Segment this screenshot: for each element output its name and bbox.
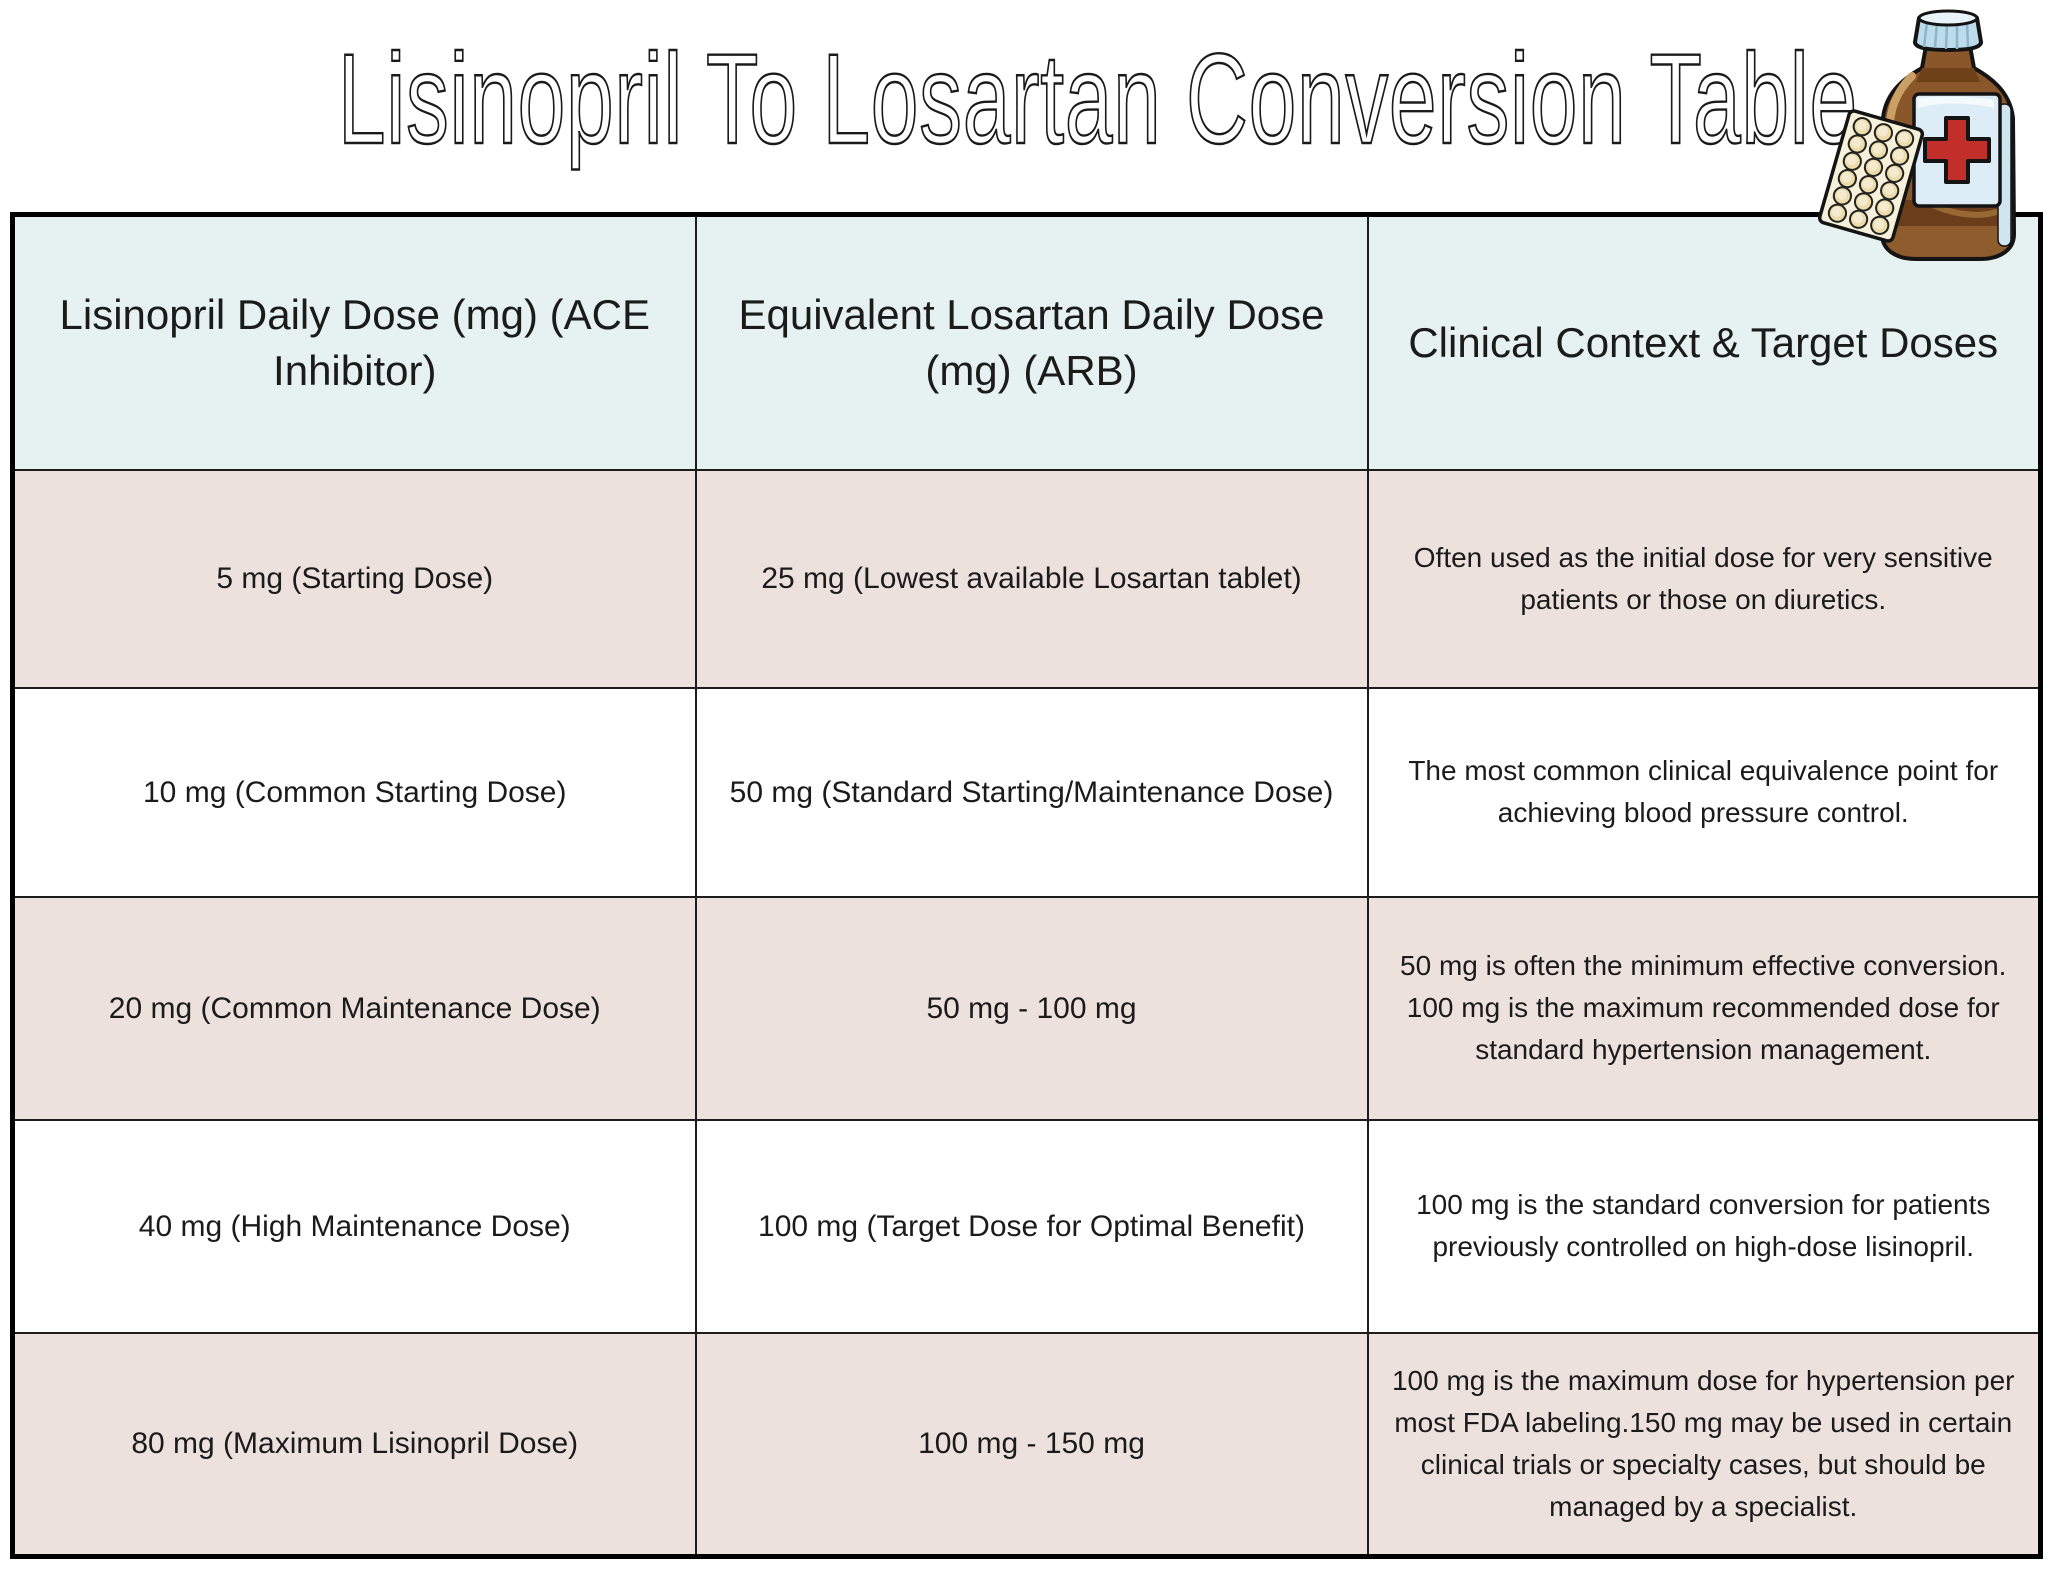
header-row: Lisinopril Daily Dose (mg) (ACE Inhibito… (11, 213, 2042, 471)
lisinopril-dose-cell: 80 mg (Maximum Lisinopril Dose) (11, 1331, 697, 1558)
table-row: 40 mg (High Maintenance Dose) 100 mg (Ta… (11, 1118, 2042, 1334)
table-row: 10 mg (Common Starting Dose) 50 mg (Stan… (11, 686, 2042, 898)
clinical-context-cell: The most common clinical equivalence poi… (1366, 686, 2042, 898)
losartan-dose-cell: 100 mg (Target Dose for Optimal Benefit) (694, 1118, 1369, 1334)
page-title: Lisinopril To Losartan Conversion Table (337, 27, 1858, 172)
clinical-context-cell: 100 mg is the maximum dose for hypertens… (1366, 1331, 2042, 1558)
red-cross-icon (1923, 116, 1991, 184)
conversion-table: Lisinopril Daily Dose (mg) (ACE Inhibito… (10, 212, 2043, 1559)
table-row: 80 mg (Maximum Lisinopril Dose) 100 mg -… (11, 1331, 2042, 1558)
losartan-dose-cell: 25 mg (Lowest available Losartan tablet) (694, 468, 1369, 689)
lisinopril-dose-cell: 5 mg (Starting Dose) (11, 468, 697, 689)
lisinopril-dose-cell: 40 mg (High Maintenance Dose) (11, 1118, 697, 1334)
bottle-cap (1913, 16, 1983, 52)
column-header-losartan-dose: Equivalent Losartan Daily Dose (mg) (ARB… (694, 213, 1369, 471)
medicine-bottle-and-pills-icon (1817, 9, 2016, 261)
clinical-context-cell: 100 mg is the standard conversion for pa… (1366, 1118, 2042, 1334)
table-header: Lisinopril Daily Dose (mg) (ACE Inhibito… (11, 213, 2042, 471)
losartan-dose-cell: 50 mg - 100 mg (694, 895, 1369, 1121)
table-body: 5 mg (Starting Dose) 25 mg (Lowest avail… (11, 468, 2042, 1558)
column-header-lisinopril-dose: Lisinopril Daily Dose (mg) (ACE Inhibito… (11, 213, 697, 471)
medicine-bottle-icon (1880, 9, 2016, 261)
table-row: 5 mg (Starting Dose) 25 mg (Lowest avail… (11, 468, 2042, 689)
pill-blister-icon (1817, 109, 1925, 243)
losartan-dose-cell: 100 mg - 150 mg (694, 1331, 1369, 1558)
clinical-context-cell: Often used as the initial dose for very … (1366, 468, 2042, 689)
label-highlight (1918, 96, 1994, 108)
table-row: 20 mg (Common Maintenance Dose) 50 mg - … (11, 895, 2042, 1121)
losartan-dose-cell: 50 mg (Standard Starting/Maintenance Dos… (694, 686, 1369, 898)
lisinopril-dose-cell: 20 mg (Common Maintenance Dose) (11, 895, 697, 1121)
lisinopril-dose-cell: 10 mg (Common Starting Dose) (11, 686, 697, 898)
clinical-context-cell: 50 mg is often the minimum effective con… (1366, 895, 2042, 1121)
